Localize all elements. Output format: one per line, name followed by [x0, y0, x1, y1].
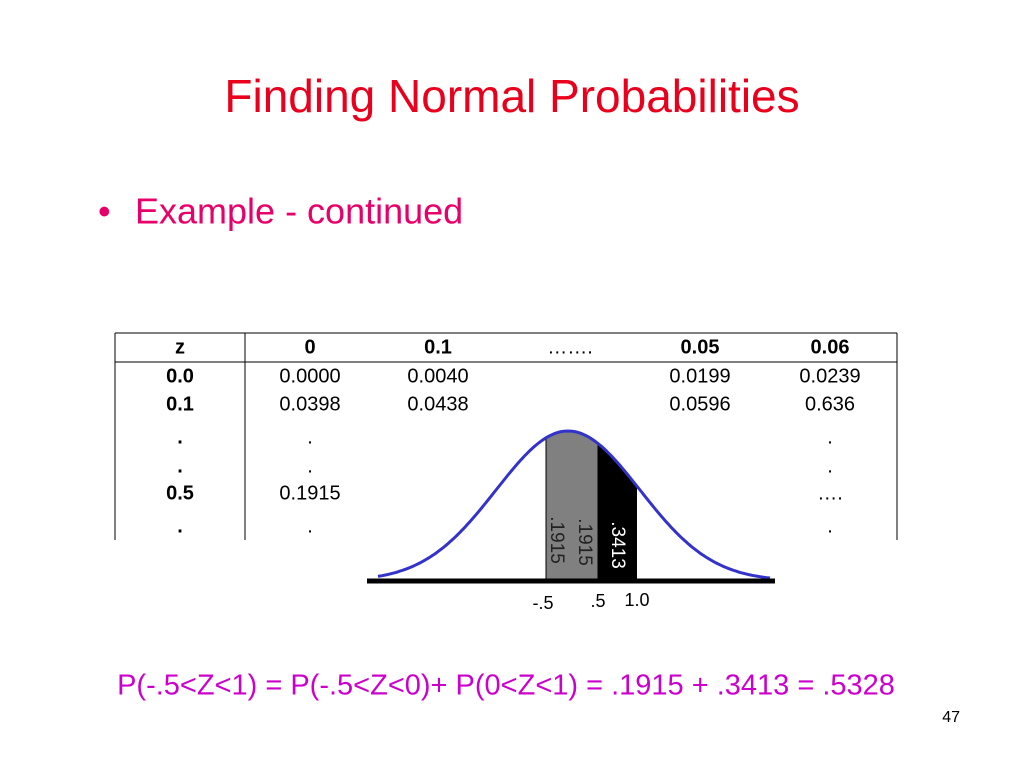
table-header-cell: 0.05	[681, 336, 720, 358]
table-cell: .	[307, 426, 313, 448]
table-cell: 0.636	[805, 393, 855, 415]
page-number: 47	[942, 709, 960, 726]
bell-curve	[377, 429, 771, 580]
axis-label: .5	[590, 591, 605, 611]
area-label: .1915	[574, 518, 595, 566]
bullet-dot: •	[98, 191, 111, 232]
table-cell: .	[827, 426, 833, 448]
table-cell: 0.0596	[669, 393, 730, 415]
table-cell: 0.0438	[407, 393, 468, 415]
normal-curve-diagram: .1915 .1915 .3413 -.5 .5 1.0	[367, 429, 775, 613]
slide-title: Finding Normal Probabilities	[224, 70, 799, 122]
table-header-cell: 0	[304, 336, 315, 358]
table-header-cell: …….	[547, 336, 593, 358]
table-cell: .	[177, 426, 183, 448]
table-cell: 0.0199	[669, 365, 730, 387]
table-cell: 0.1	[166, 393, 194, 415]
table-cell: 0.0239	[799, 365, 860, 387]
table: z 0 0.1 ……. 0.05 0.06 0.0 0.0000 0.0040 0.0199 0.0…	[114, 332, 898, 540]
table-cell: 0.1915	[279, 482, 340, 504]
table-cell: ….	[817, 482, 843, 504]
table-cell: .	[827, 515, 833, 537]
table-cell: 0.5	[166, 482, 194, 504]
table-cell: .	[827, 455, 833, 477]
axis-label: 1.0	[624, 590, 649, 610]
table-header-cell: z	[175, 336, 185, 358]
area-label: .1915	[546, 516, 567, 564]
formula: P(-.5<Z<1) = P(-.5<Z<0)+ P(0<Z<1) = .191…	[117, 670, 895, 702]
table-header-cell: 0.06	[811, 336, 850, 358]
table-cell: 0.0	[166, 365, 194, 387]
table-cell: 0.0040	[407, 365, 468, 387]
table-cell: .	[307, 515, 313, 537]
bullet-text: Example - continued	[135, 191, 463, 232]
axis-label: -.5	[532, 593, 553, 613]
shaded-area-right	[598, 443, 637, 581]
table-cell: .	[307, 455, 313, 477]
table-cell: 0.0000	[279, 365, 340, 387]
table-cell: .	[177, 455, 183, 477]
area-label: .3413	[607, 521, 628, 569]
table-cell: 0.0398	[279, 393, 340, 415]
table-header-cell: 0.1	[424, 336, 452, 358]
table-cell: .	[177, 515, 183, 537]
